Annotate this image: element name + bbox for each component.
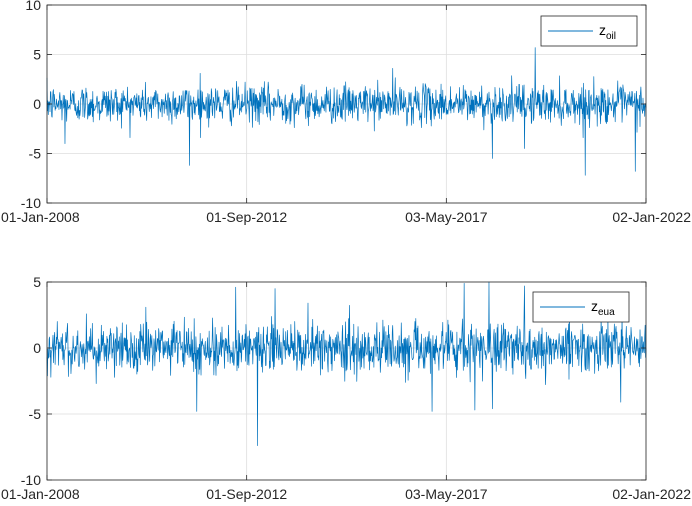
y-tick-label: -5 — [29, 146, 42, 162]
series-line-z-eua — [46, 281, 647, 447]
x-tick-label: 01-Jan-2008 — [1, 209, 80, 225]
legend-label: zeua — [591, 298, 615, 318]
y-tick-label: 0 — [33, 96, 41, 112]
x-tick-label: 02-Jan-2022 — [612, 486, 691, 502]
y-tick-label: 10 — [25, 0, 41, 13]
axes-box — [46, 281, 647, 481]
y-tick-label: 5 — [33, 274, 41, 290]
x-tick-label: 01-Sep-2012 — [206, 209, 287, 225]
x-tick-label: 02-Jan-2022 — [612, 209, 691, 225]
y-tick-label: -5 — [29, 406, 42, 422]
y-tick-label: 0 — [33, 340, 41, 356]
y-tick-label: 5 — [33, 47, 41, 63]
legend: zeua — [532, 291, 630, 323]
x-tick-label: 01-Jan-2008 — [1, 486, 80, 502]
y-tick-label: -10 — [21, 472, 41, 488]
x-tick-label: 01-Sep-2012 — [206, 486, 287, 502]
legend: zoil — [540, 15, 638, 47]
series-line-z-oil — [46, 47, 647, 176]
x-tick-label: 03-May-2017 — [405, 486, 488, 502]
x-tick-label: 03-May-2017 — [405, 209, 488, 225]
legend-label: zoil — [599, 22, 616, 42]
y-tick-label: -10 — [21, 195, 41, 211]
